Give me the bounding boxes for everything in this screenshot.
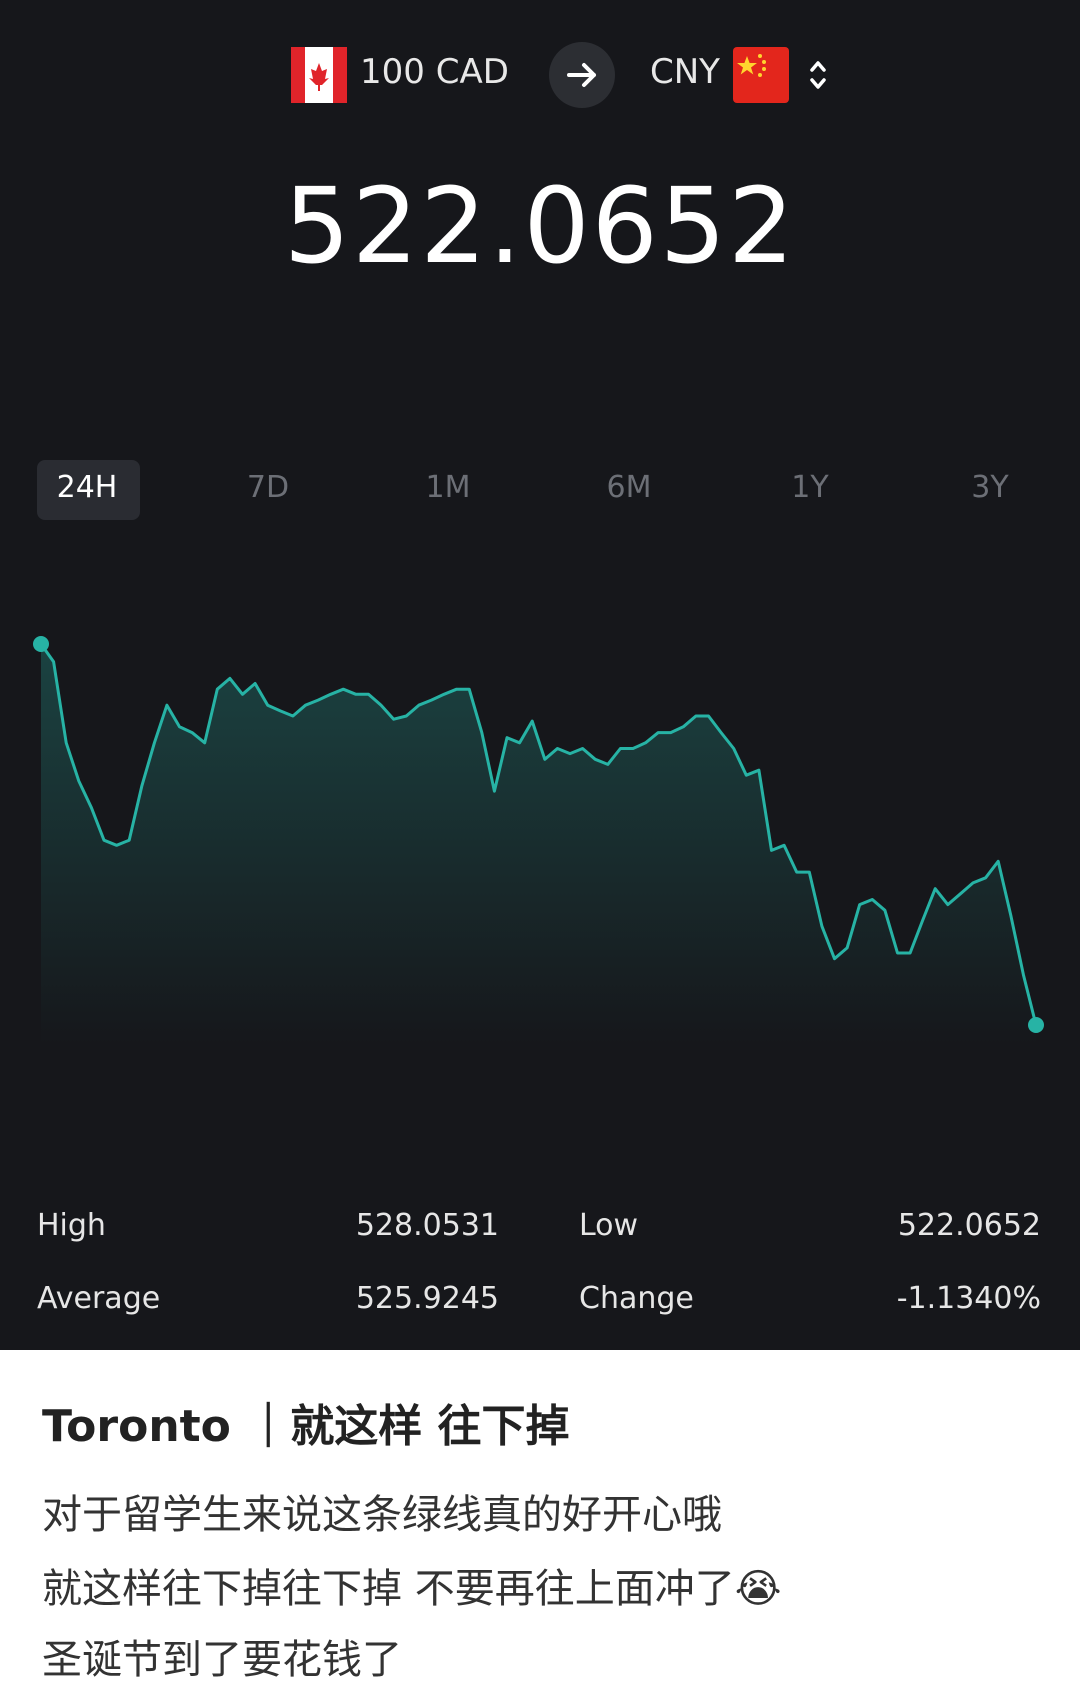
area bbox=[41, 644, 1036, 1045]
post-line: 对于留学生来说这条绿线真的好开心哦 bbox=[42, 1492, 722, 1538]
end-dot bbox=[1028, 1017, 1044, 1033]
range-tab[interactable]: 1Y bbox=[791, 470, 829, 505]
stat-value: 525.9245 bbox=[355, 1281, 499, 1316]
swap-button[interactable] bbox=[549, 42, 615, 108]
active-tab-background bbox=[37, 460, 140, 520]
stat-label: Average bbox=[37, 1281, 161, 1316]
stat-label: High bbox=[37, 1208, 106, 1243]
stat-value: 522.0652 bbox=[897, 1208, 1041, 1243]
range-tab[interactable]: 1M bbox=[425, 470, 471, 505]
to-currency[interactable]: CNY bbox=[650, 52, 720, 92]
chart bbox=[33, 636, 1044, 1045]
stat-label: Change bbox=[579, 1281, 694, 1316]
converted-amount: 522.0652 bbox=[283, 165, 797, 287]
range-tab[interactable]: 24H bbox=[56, 470, 118, 505]
range-tab[interactable]: 3Y bbox=[971, 470, 1009, 505]
stat-value: -1.1340% bbox=[896, 1281, 1041, 1316]
post: Toronto ｜就这样 往下掉 对于留学生来说这条绿线真的好开心哦就这样往下掉… bbox=[0, 1350, 1080, 1688]
end-dot bbox=[33, 636, 49, 652]
from-currency[interactable]: 100 CAD bbox=[360, 52, 509, 92]
app-screen: 100 CAD CNY 522.0652 24H 7D 1M 6M 1Y 3Y High 5… bbox=[0, 0, 1080, 1350]
post-title: Toronto ｜就这样 往下掉 bbox=[42, 1401, 570, 1452]
flag-china bbox=[733, 47, 789, 103]
range-tab[interactable]: 6M bbox=[606, 470, 652, 505]
post-line: 圣诞节到了要花钱了 bbox=[42, 1637, 402, 1683]
currency-picker[interactable] bbox=[808, 58, 828, 92]
line bbox=[39, 643, 1038, 1026]
stat-value: 528.0531 bbox=[355, 1208, 499, 1243]
range-tab[interactable]: 7D bbox=[246, 470, 290, 505]
flag-canada bbox=[291, 47, 347, 103]
post-line: 就这样往下掉往下掉 不要再往上面冲了😭 bbox=[42, 1566, 782, 1612]
stat-label: Low bbox=[579, 1208, 639, 1243]
